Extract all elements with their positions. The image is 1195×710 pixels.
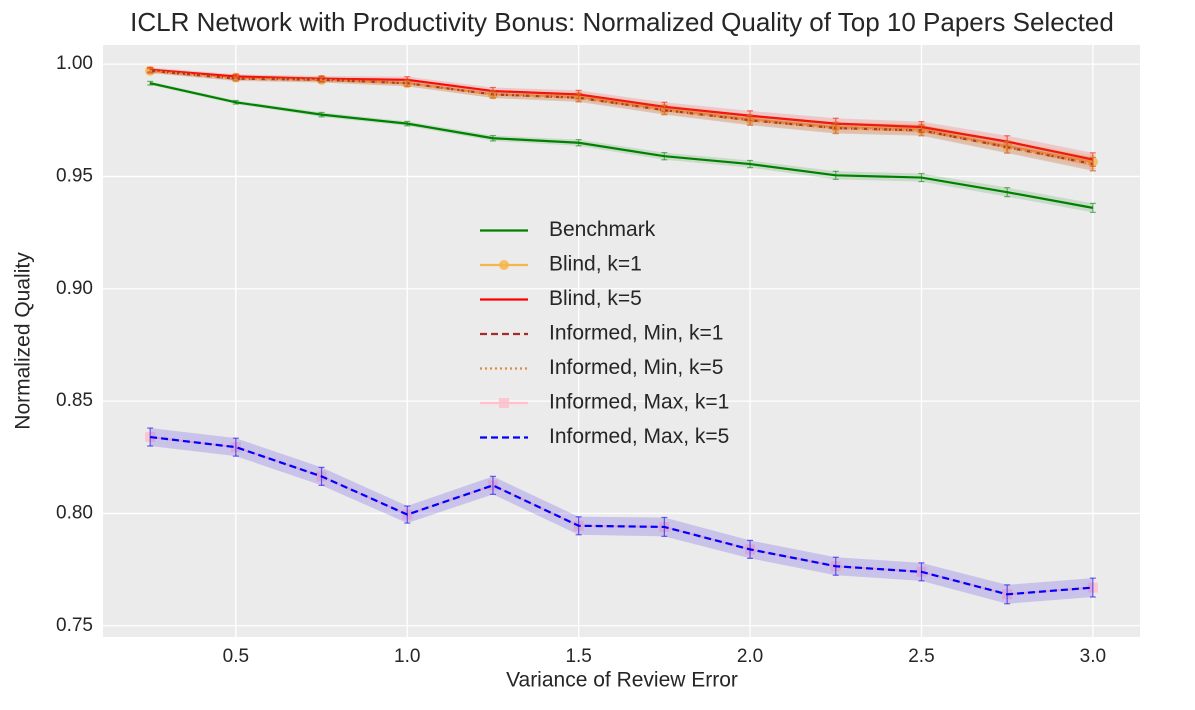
legend-label: Informed, Max, k=5: [549, 425, 729, 448]
x-tick-label: 2.0: [737, 646, 763, 667]
error-bar: [1004, 187, 1011, 198]
series-line: [150, 435, 1093, 596]
error-bar: [747, 539, 754, 559]
error-bar: [918, 562, 925, 582]
legend-label: Blind, k=5: [549, 287, 642, 310]
legend-label: Benchmark: [549, 218, 656, 241]
error-bar: [489, 475, 496, 495]
series-line: [150, 68, 1094, 161]
y-tick-label: 0.90: [56, 278, 93, 299]
error-bar: [404, 505, 411, 524]
series-line: [149, 82, 1094, 209]
error-bar: [1004, 584, 1011, 605]
y-axis-label: Normalized Quality: [12, 252, 35, 430]
point-marker: [499, 260, 509, 270]
error-bar: [318, 466, 325, 486]
error-bar: [489, 90, 496, 99]
x-tick-label: 3.0: [1080, 646, 1106, 667]
error-bar: [575, 516, 582, 536]
series-line: [150, 69, 1094, 166]
error-bar: [661, 152, 668, 161]
error-band: [150, 428, 1093, 604]
legend-label: Blind, k=1: [549, 253, 642, 276]
error-bar: [918, 172, 925, 183]
error-band: [150, 68, 1093, 171]
error-bar: [1089, 202, 1096, 213]
error-bar: [832, 170, 839, 180]
chart-title: ICLR Network with Productivity Bonus: No…: [130, 7, 1114, 37]
x-tick-label: 1.5: [565, 646, 591, 667]
error-bar: [747, 159, 754, 169]
error-bar: [1089, 577, 1096, 598]
y-tick-label: 0.75: [56, 615, 93, 636]
error-bar: [147, 80, 154, 86]
x-tick-label: 1.0: [394, 646, 420, 667]
error-bar: [489, 134, 496, 142]
error-bar: [661, 105, 668, 116]
y-tick-label: 0.95: [56, 165, 93, 186]
error-bar: [1089, 156, 1096, 172]
error-bar: [832, 556, 839, 576]
legend-label: Informed, Min, k=1: [549, 322, 724, 345]
y-tick-label: 1.00: [56, 53, 93, 74]
error-bar: [232, 75, 239, 82]
y-tick-label: 0.85: [56, 390, 93, 411]
legend-label: Informed, Max, k=1: [549, 391, 729, 414]
error-bar: [575, 138, 582, 147]
error-bar: [404, 79, 411, 87]
error-band: [150, 81, 1093, 213]
error-bar: [404, 120, 411, 127]
error-bar: [832, 122, 839, 135]
error-band: [150, 428, 1093, 604]
error-bar: [232, 437, 239, 457]
error-bar: [318, 76, 325, 84]
y-tick-label: 0.80: [56, 502, 93, 523]
error-bar: [318, 111, 325, 118]
error-bar: [232, 99, 239, 105]
error-bar: [661, 516, 668, 537]
point-marker: [499, 398, 509, 408]
error-bar: [575, 93, 582, 103]
x-tick-label: 2.5: [908, 646, 934, 667]
error-bar: [747, 114, 754, 126]
error-bar: [1004, 140, 1011, 154]
x-tick-label: 0.5: [223, 646, 249, 667]
error-bar: [147, 67, 154, 74]
error-bar: [147, 427, 154, 447]
x-axis-label: Variance of Review Error: [506, 669, 738, 692]
legend-label: Informed, Min, k=5: [549, 356, 724, 379]
plot-background: [103, 45, 1140, 637]
error-bar: [918, 124, 925, 137]
